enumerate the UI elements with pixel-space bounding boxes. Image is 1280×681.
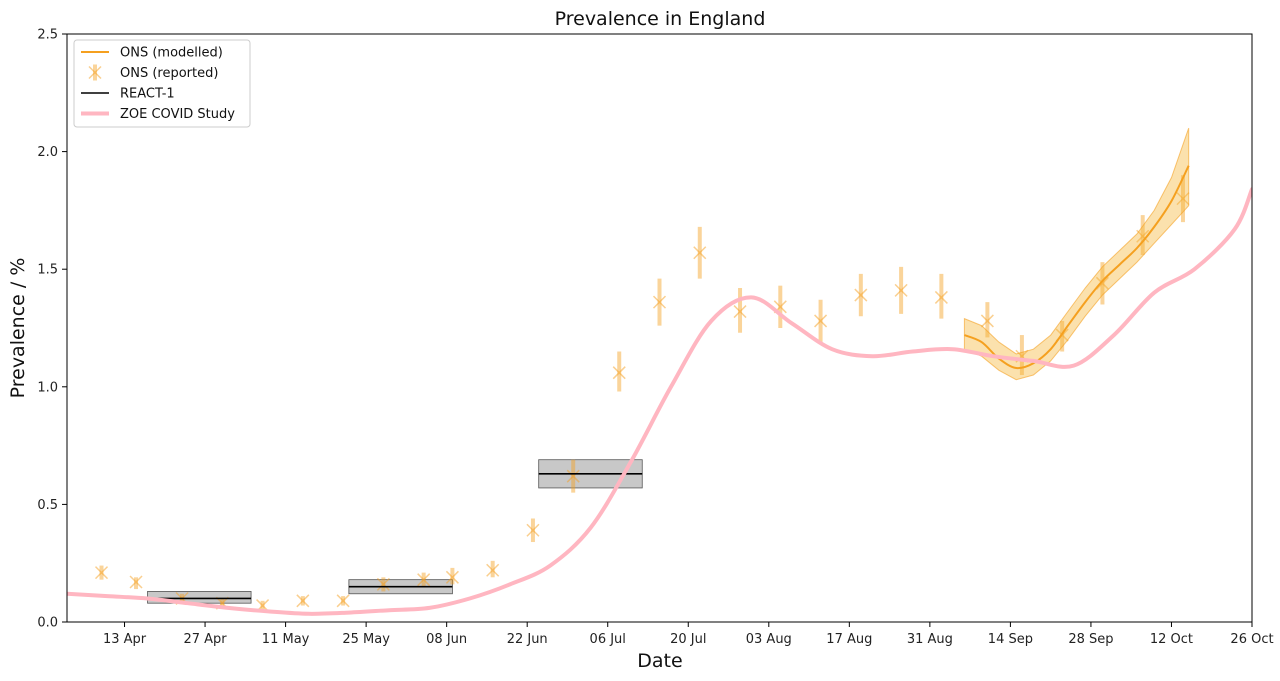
x-tick-label-8: 03 Aug: [746, 632, 792, 647]
ons-reported-point-0: [94, 566, 109, 580]
y-tick-label-3: 1.5: [37, 263, 58, 278]
x-tick-label-12: 28 Sep: [1068, 632, 1113, 647]
ons-reported-point-19: [854, 288, 868, 302]
plot-marks: [67, 127, 1252, 616]
ons-reported-point-16: [733, 305, 747, 319]
y-tick-label-5: 2.5: [37, 28, 58, 43]
ons-reported-point-15: [693, 246, 707, 260]
x-tick-label-7: 20 Jul: [670, 632, 706, 647]
ons-reported-point-27: [1176, 192, 1190, 206]
x-tick-label-3: 25 May: [342, 632, 390, 647]
y-tick-label-2: 1.0: [37, 380, 58, 395]
x-tick-label-4: 08 Jun: [426, 632, 467, 647]
x-tick-label-11: 14 Sep: [988, 632, 1033, 647]
x-axis-label: Date: [637, 650, 682, 672]
ons-reported-point-9: [445, 570, 459, 584]
legend-label-1: ONS (reported): [120, 66, 218, 81]
plot-area: [67, 127, 1252, 616]
ons-reported-point-18: [814, 314, 828, 328]
x-tick-label-10: 31 Aug: [907, 632, 953, 647]
y-tick-label-1: 0.5: [37, 498, 58, 513]
plot-frame: [66, 33, 1253, 623]
y-tick-label-0: 0.0: [37, 616, 58, 631]
x-tick-label-5: 22 Jun: [507, 632, 548, 647]
y-tick-label-4: 2.0: [37, 145, 58, 160]
ons-reported-point-8: [417, 573, 431, 587]
chart-title: Prevalence in England: [555, 8, 766, 30]
ons-reported-point-22: [980, 314, 994, 328]
legend-label-2: REACT-1: [120, 87, 175, 102]
legend-label-3: ZOE COVID Study: [120, 107, 235, 122]
ons-reported-point-7: [376, 577, 390, 591]
ons-reported-point-1: [129, 575, 143, 589]
x-tick-label-9: 17 Aug: [826, 632, 872, 647]
legend: ONS (modelled) ONS (reported) REACT-1 ZOE C…: [73, 39, 251, 128]
legend-box: [73, 39, 251, 128]
ons-reported-point-21: [934, 290, 948, 304]
x-tick-label-14: 26 Oct: [1230, 632, 1273, 647]
legend-swatch-ons-reported-marker: [88, 65, 102, 80]
x-tick-label-0: 13 Apr: [103, 632, 147, 647]
x-tick-label-13: 12 Oct: [1150, 632, 1193, 647]
ons-reported-point-14: [652, 295, 667, 309]
ons-reported-point-6: [336, 594, 350, 608]
x-tick-label-1: 27 Apr: [183, 632, 227, 647]
x-axis: 13 Apr 27 Apr 11 May 25 May 08 Jun 22 Jun 06 J…: [103, 622, 1274, 647]
ons-modelled-line: [964, 165, 1190, 370]
ons-reported-point-10: [486, 563, 500, 577]
legend-label-0: ONS (modelled): [120, 46, 223, 61]
y-axis-label: Prevalence / %: [7, 258, 29, 399]
ons-reported-point-5: [296, 594, 310, 608]
ons-reported-point-13: [612, 366, 626, 380]
y-axis: 0.0 0.5 1.0 1.5 2.0 2.5: [37, 28, 67, 631]
ons-reported-point-11: [526, 523, 540, 537]
x-tick-label-2: 11 May: [262, 632, 310, 647]
x-tick-label-6: 06 Jul: [590, 632, 626, 647]
ons-reported-point-12: [566, 469, 580, 483]
ons-reported-point-25: [1095, 276, 1109, 290]
ons-reported-point-20: [894, 283, 908, 297]
zoe-line: [67, 187, 1252, 616]
